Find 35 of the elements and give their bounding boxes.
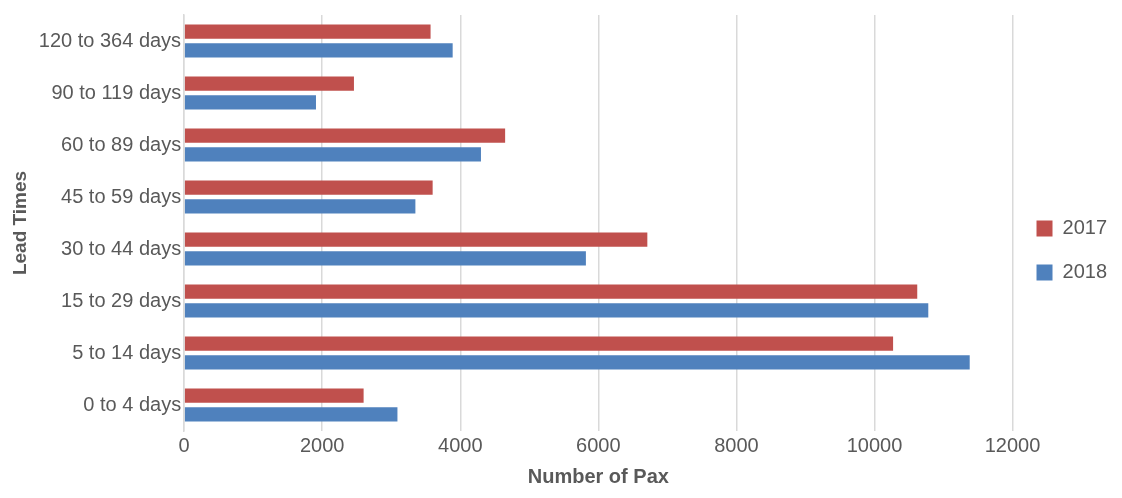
x-tick-label: 2000 [299, 433, 345, 456]
y-tick-label: 60 to 89 days [61, 132, 182, 155]
bar [184, 388, 364, 403]
y-tick-label: 15 to 29 days [61, 288, 182, 311]
x-tick-label: 8000 [714, 433, 759, 456]
x-tick-label: 0 [178, 433, 190, 456]
y-tick-label: 120 to 364 days [38, 28, 182, 51]
y-tick-label: 30 to 44 days [61, 236, 182, 259]
legend-label: 2018 [1062, 260, 1108, 283]
x-tick-label: 4000 [438, 433, 483, 456]
bar [184, 251, 586, 266]
bar [184, 303, 929, 318]
x-tick-label: 12000 [984, 433, 1041, 456]
bar [184, 24, 431, 39]
bar [184, 128, 506, 143]
bar [184, 180, 433, 195]
bar [184, 43, 453, 58]
bar [184, 336, 894, 351]
y-tick-label: 90 to 119 days [51, 80, 182, 103]
bar [184, 232, 648, 247]
x-tick-label: 10000 [846, 433, 903, 456]
legend-label: 2017 [1062, 216, 1108, 239]
bar [184, 147, 481, 162]
y-axis-title: Lead Times [8, 170, 30, 276]
y-tick-label: 0 to 4 days [83, 392, 182, 415]
y-tick-label: 5 to 14 days [72, 340, 182, 363]
bar [184, 284, 918, 299]
bar [184, 355, 970, 370]
bar [184, 407, 398, 422]
x-tick-label: 6000 [576, 433, 621, 456]
y-tick-label: 45 to 59 days [61, 184, 182, 207]
x-axis-title: Number of Pax [527, 464, 669, 487]
bar [184, 199, 416, 214]
bar [184, 76, 354, 91]
bar [184, 95, 316, 110]
